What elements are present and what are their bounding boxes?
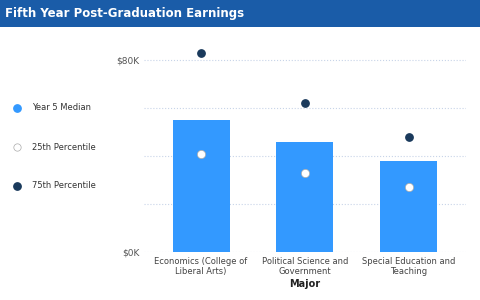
Text: Fifth Year Post-Graduation Earnings: Fifth Year Post-Graduation Earnings bbox=[5, 7, 244, 20]
Text: 75th Percentile: 75th Percentile bbox=[32, 182, 96, 190]
Bar bbox=[172, 120, 229, 252]
Y-axis label: Earnings: Earnings bbox=[104, 124, 113, 164]
X-axis label: Major: Major bbox=[289, 279, 320, 289]
Text: Year 5 Median: Year 5 Median bbox=[32, 103, 91, 112]
Point bbox=[405, 185, 412, 190]
Point bbox=[197, 151, 205, 156]
Point bbox=[405, 134, 412, 139]
Point bbox=[301, 101, 309, 106]
Point bbox=[197, 50, 205, 55]
Text: 25th Percentile: 25th Percentile bbox=[32, 142, 96, 152]
Bar bbox=[276, 142, 333, 252]
Point bbox=[301, 170, 309, 175]
Bar bbox=[380, 161, 437, 252]
